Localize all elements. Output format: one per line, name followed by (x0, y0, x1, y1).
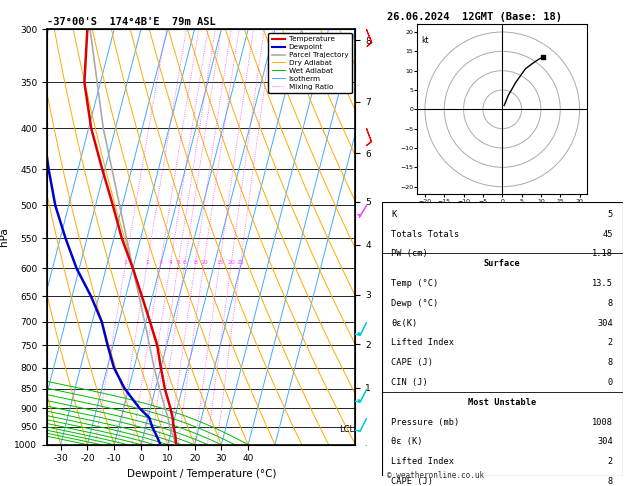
Text: 304: 304 (598, 319, 613, 328)
Text: 25: 25 (237, 260, 245, 265)
Text: Pressure (mb): Pressure (mb) (391, 417, 460, 427)
Text: Most Unstable: Most Unstable (468, 398, 537, 407)
Text: © weatheronline.co.uk: © weatheronline.co.uk (387, 471, 484, 480)
Text: 13.5: 13.5 (592, 279, 613, 288)
Text: 8: 8 (608, 358, 613, 367)
Legend: Temperature, Dewpoint, Parcel Trajectory, Dry Adiabat, Wet Adiabat, Isotherm, Mi: Temperature, Dewpoint, Parcel Trajectory… (269, 33, 352, 93)
Y-axis label: hPa: hPa (0, 227, 9, 246)
Text: 3: 3 (159, 260, 163, 265)
X-axis label: Dewpoint / Temperature (°C): Dewpoint / Temperature (°C) (126, 469, 276, 479)
Text: 2: 2 (608, 457, 613, 466)
Text: 2: 2 (608, 338, 613, 347)
Text: 6: 6 (183, 260, 187, 265)
Y-axis label: km
ASL: km ASL (387, 227, 404, 246)
Text: 0: 0 (608, 378, 613, 387)
Text: CAPE (J): CAPE (J) (391, 358, 433, 367)
Text: PW (cm): PW (cm) (391, 249, 428, 259)
Text: 8: 8 (608, 477, 613, 486)
Text: Surface: Surface (484, 260, 521, 268)
Text: 2: 2 (145, 260, 149, 265)
FancyBboxPatch shape (382, 202, 623, 476)
Text: Totals Totals: Totals Totals (391, 230, 460, 239)
Text: 20: 20 (228, 260, 235, 265)
Text: 10: 10 (200, 260, 208, 265)
Text: LCL: LCL (339, 425, 354, 434)
Text: K: K (391, 210, 397, 219)
Text: 5: 5 (608, 210, 613, 219)
Text: Lifted Index: Lifted Index (391, 457, 454, 466)
Text: 8: 8 (194, 260, 198, 265)
Text: Temp (°C): Temp (°C) (391, 279, 438, 288)
Text: θε (K): θε (K) (391, 437, 423, 446)
Text: 1: 1 (124, 260, 128, 265)
Text: 1.18: 1.18 (592, 249, 613, 259)
Text: 1008: 1008 (592, 417, 613, 427)
Text: θε(K): θε(K) (391, 319, 418, 328)
Text: 15: 15 (216, 260, 224, 265)
Text: 26.06.2024  12GMT (Base: 18): 26.06.2024 12GMT (Base: 18) (387, 12, 562, 22)
Text: kt: kt (421, 36, 429, 45)
Text: 45: 45 (603, 230, 613, 239)
Text: -37°00'S  174°4B'E  79m ASL: -37°00'S 174°4B'E 79m ASL (47, 17, 216, 27)
Text: Dewp (°C): Dewp (°C) (391, 299, 438, 308)
Text: 5: 5 (177, 260, 181, 265)
Text: 4: 4 (169, 260, 172, 265)
Text: 8: 8 (608, 299, 613, 308)
Text: CIN (J): CIN (J) (391, 378, 428, 387)
Text: 304: 304 (598, 437, 613, 446)
Text: CAPE (J): CAPE (J) (391, 477, 433, 486)
Text: Lifted Index: Lifted Index (391, 338, 454, 347)
